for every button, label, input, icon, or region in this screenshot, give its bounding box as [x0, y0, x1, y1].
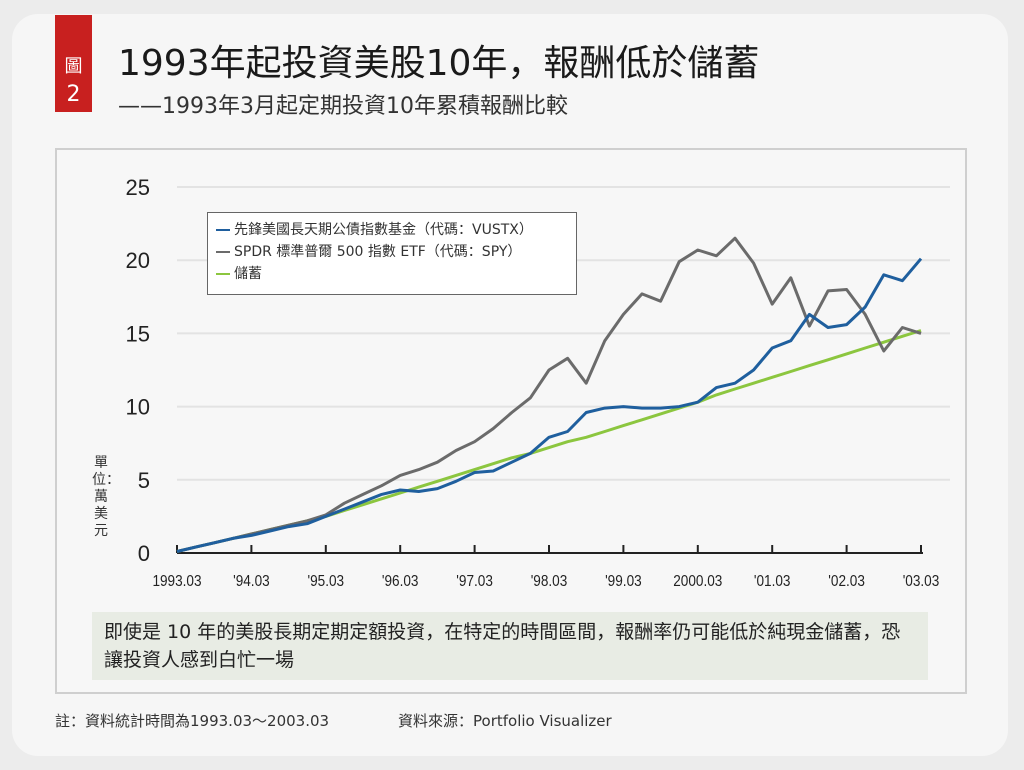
series-line-vustx — [176, 257, 923, 553]
y-tick-label: 5 — [138, 468, 150, 493]
legend-item-vustx: 先鋒美國長天期公債指數基金（代碼：VUSTX） — [216, 219, 576, 241]
x-tick-label: '02.03 — [828, 573, 865, 590]
x-tick-label: 1993.03 — [152, 573, 201, 590]
x-tick-label: 2000.03 — [673, 573, 722, 590]
source: 資料來源：Portfolio Visualizer — [398, 712, 612, 730]
x-tick-label: '98.03 — [531, 573, 568, 590]
chart-note: 即使是 10 年的美股長期定期定額投資，在特定的時間區間，報酬率仍可能低於純現金… — [92, 612, 928, 680]
page-title: 1993年起投資美股10年，報酬低於儲蓄 — [118, 43, 760, 84]
y-tick-label: 15 — [126, 321, 150, 346]
x-tick-label: '01.03 — [754, 573, 791, 590]
legend-item-spy: SPDR 標準普爾 500 指數 ETF（代碼：SPY） — [216, 241, 576, 263]
chart-legend: 先鋒美國長天期公債指數基金（代碼：VUSTX） SPDR 標準普爾 500 指數… — [207, 212, 577, 295]
figure-badge: 圖 2 — [55, 15, 92, 112]
legend-swatch — [216, 229, 230, 231]
legend-swatch — [216, 273, 230, 275]
x-tick-label: '94.03 — [233, 573, 270, 590]
y-axis-label: 單位：萬美元 — [92, 455, 120, 539]
y-tick-label: 25 — [126, 175, 150, 200]
page-subtitle: ——1993年3月起定期投資10年累積報酬比較 — [118, 94, 568, 119]
x-tick-label: '97.03 — [456, 573, 493, 590]
footnote: 註：資料統計時間為1993.03～2003.03 — [55, 712, 330, 730]
x-tick-label: '03.03 — [903, 573, 940, 590]
x-tick-label: '95.03 — [308, 573, 345, 590]
figure-badge-char: 圖 — [64, 56, 83, 77]
y-tick-label: 10 — [126, 395, 150, 420]
legend-swatch — [216, 251, 230, 253]
figure-badge-number: 2 — [66, 82, 81, 107]
legend-item-savings: 儲蓄 — [216, 263, 576, 285]
series-line-spy — [176, 236, 922, 553]
y-tick-label: 20 — [126, 248, 150, 273]
x-tick-label: '96.03 — [382, 573, 419, 590]
x-tick-label: '99.03 — [605, 573, 642, 590]
series-line-savings — [176, 329, 922, 553]
y-tick-label: 0 — [138, 541, 150, 566]
